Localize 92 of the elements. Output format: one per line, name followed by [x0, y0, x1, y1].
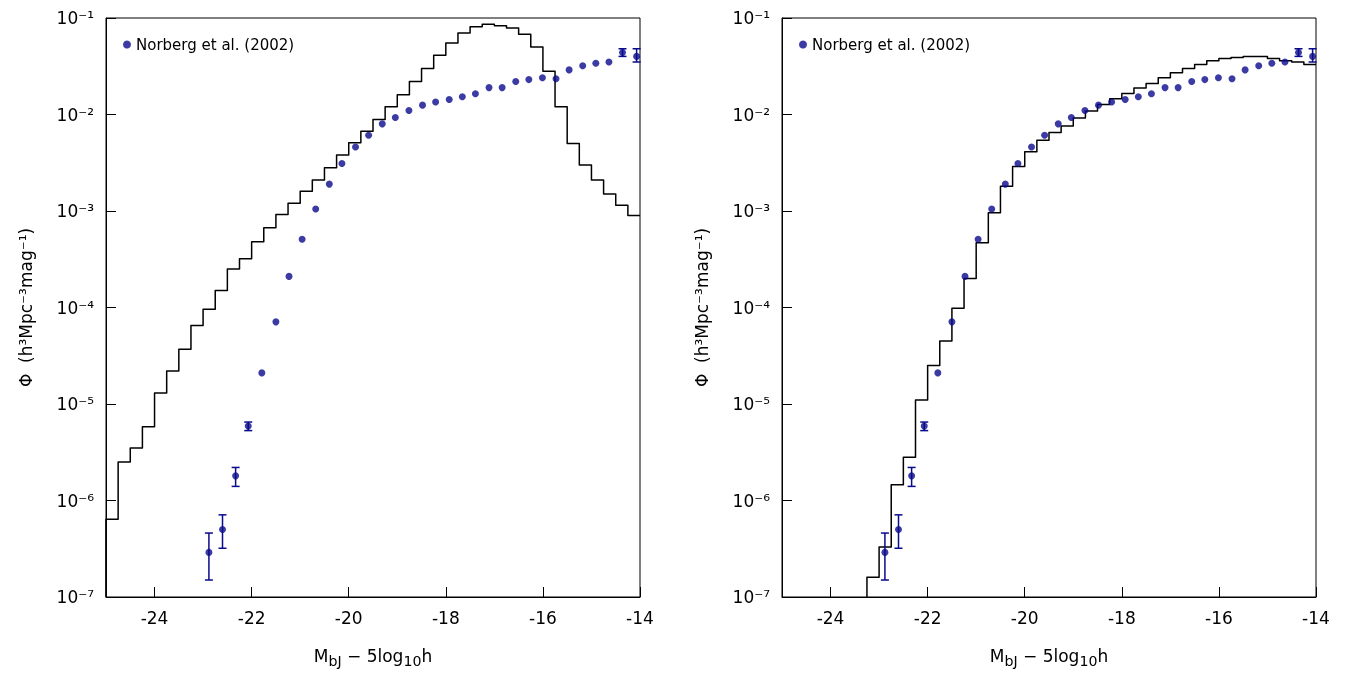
x-tick-label: -24	[140, 607, 169, 628]
x-axis-title: M$_{bJ}$ − 5log$_{10}$h	[988, 645, 1110, 669]
point	[232, 472, 240, 480]
y-tick-label: 10⁻⁷	[56, 587, 95, 607]
point	[365, 131, 373, 139]
point	[1161, 84, 1169, 92]
point	[538, 74, 546, 82]
y-tick-label: 10⁻⁵	[56, 394, 94, 414]
point	[432, 98, 440, 106]
point	[1001, 180, 1009, 188]
point	[298, 235, 306, 243]
point	[895, 526, 903, 534]
point	[1121, 96, 1129, 104]
point	[1228, 75, 1236, 83]
legend-label: Norberg et al. (2002)	[812, 35, 971, 54]
x-tick-label: -22	[237, 607, 266, 628]
point	[1054, 120, 1062, 128]
point	[352, 143, 360, 151]
legend-label: Norberg et al. (2002)	[136, 35, 295, 54]
x-tick-label: -22	[913, 607, 942, 628]
point	[1095, 101, 1103, 109]
point	[512, 77, 520, 85]
y-tick-label: 10⁻⁵	[732, 394, 770, 414]
point	[419, 101, 427, 109]
point	[1067, 114, 1075, 122]
x-tick-label: -20	[334, 607, 363, 628]
point	[485, 84, 493, 92]
point	[1108, 98, 1116, 106]
point	[205, 548, 213, 556]
y-tick-label: 10⁻¹	[732, 8, 770, 28]
point	[498, 84, 506, 92]
point	[552, 75, 560, 83]
point	[458, 93, 466, 101]
point	[391, 114, 399, 122]
point	[1268, 59, 1276, 67]
point	[378, 120, 386, 128]
point	[1134, 93, 1142, 101]
point	[579, 62, 587, 70]
x-tick-label: -20	[1010, 607, 1039, 628]
point	[881, 548, 889, 556]
point	[1201, 76, 1209, 84]
point	[948, 318, 956, 326]
y-tick-label: 10⁻²	[56, 104, 94, 125]
point	[1241, 66, 1249, 74]
y-tick-label: 10⁻³	[56, 201, 94, 221]
x-axis-title: M$_{bJ}$ − 5log$_{10}$h	[312, 645, 434, 669]
y-tick-label: 10⁻⁷	[732, 587, 771, 607]
x-tick-label: -24	[816, 607, 845, 628]
y-axis-title: Φ (h³Mpc⁻³mag⁻¹)	[15, 227, 36, 388]
y-tick-label: 10⁻³	[732, 201, 770, 221]
point	[1174, 84, 1182, 92]
point	[338, 160, 346, 168]
point	[325, 180, 333, 188]
y-tick-label: 10⁻¹	[56, 8, 94, 28]
point	[988, 205, 996, 213]
point	[1309, 52, 1317, 60]
x-tick-label: -18	[1107, 607, 1136, 628]
point	[961, 272, 969, 280]
point	[258, 369, 266, 377]
point	[1255, 62, 1263, 70]
y-axis-title: Φ (h³Mpc⁻³mag⁻¹)	[691, 227, 712, 388]
x-tick-label: -14	[626, 607, 654, 628]
point	[1214, 74, 1222, 82]
point	[312, 205, 320, 213]
y-tick-label: 10⁻⁶	[56, 490, 95, 511]
point	[633, 52, 641, 60]
point	[908, 472, 916, 480]
point	[1188, 77, 1196, 85]
point	[405, 107, 413, 114]
point	[592, 59, 600, 67]
x-tick-label: -14	[1302, 607, 1330, 628]
point	[974, 235, 982, 243]
point	[934, 369, 942, 377]
point	[1041, 131, 1049, 139]
point	[445, 96, 453, 104]
point	[565, 66, 573, 74]
y-tick-label: 10⁻⁴	[732, 297, 771, 318]
point	[272, 318, 280, 326]
point	[285, 272, 293, 280]
y-tick-label: 10⁻⁴	[56, 297, 95, 318]
y-tick-label: 10⁻⁶	[732, 490, 771, 511]
point	[525, 76, 533, 84]
point	[1014, 160, 1022, 168]
x-tick-label: -16	[529, 607, 557, 628]
point	[471, 90, 479, 98]
point	[1081, 107, 1089, 114]
x-tick-label: -16	[1205, 607, 1233, 628]
point	[1028, 143, 1036, 151]
point	[1147, 90, 1155, 98]
y-tick-label: 10⁻²	[732, 104, 770, 125]
point	[219, 526, 227, 534]
x-tick-label: -18	[431, 607, 460, 628]
